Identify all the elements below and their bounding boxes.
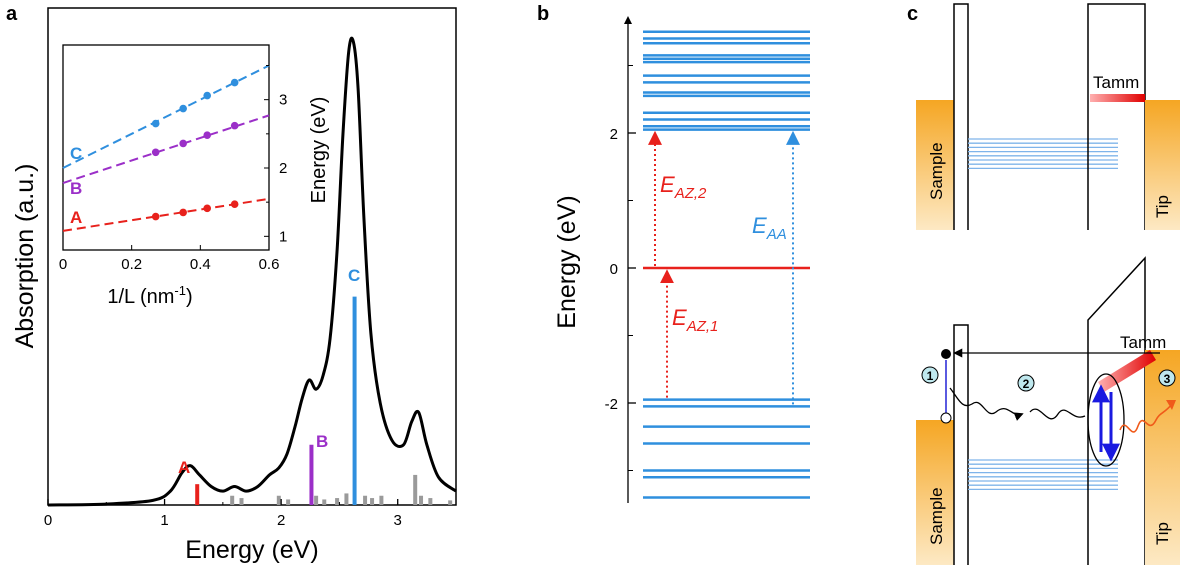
inset-point-c bbox=[151, 119, 160, 128]
peak-label-b: B bbox=[316, 432, 328, 451]
absorption-x-tick-label: 3 bbox=[394, 512, 402, 529]
inset-point-c bbox=[179, 104, 187, 113]
barrier-left-bottom bbox=[953, 324, 969, 565]
inset-y-tick-label: 2 bbox=[279, 160, 287, 177]
tamm-label-top: Tamm bbox=[1093, 73, 1139, 92]
sample-electrode-top bbox=[916, 100, 954, 230]
tunneling-schematic: Sample Tip Tamm Sample Tip Tamm 1 2 bbox=[916, 3, 1180, 565]
tamm-state-bottom bbox=[1098, 350, 1156, 392]
step-3-label: 3 bbox=[1164, 372, 1171, 386]
sample-label-bottom: Sample bbox=[927, 487, 946, 545]
inset-point-a bbox=[179, 208, 187, 217]
absorption-x-axis-title: Energy (eV) bbox=[185, 536, 318, 564]
inset-fit-line-b bbox=[62, 114, 270, 184]
energy-axis-arrowhead bbox=[624, 16, 632, 24]
absorption-plot-frame bbox=[47, 7, 457, 506]
absorption-x-tick-label: 2 bbox=[277, 512, 285, 529]
inset-point-c bbox=[203, 91, 211, 100]
step-1-badge bbox=[921, 366, 939, 384]
eaa-label: EAA bbox=[752, 213, 787, 243]
inset-y-axis-title: Energy (eV) bbox=[308, 97, 330, 204]
levels-y-tick-label: -2 bbox=[605, 396, 618, 413]
tip-electrode-bottom bbox=[1145, 350, 1180, 565]
sample-electrode-bottom bbox=[916, 420, 954, 565]
inset-point-c bbox=[230, 78, 239, 87]
inset-plot-frame bbox=[62, 44, 270, 251]
inset-series-label-a: A bbox=[70, 208, 82, 227]
inset-point-b bbox=[151, 148, 160, 157]
panel-label-c: c bbox=[907, 3, 918, 25]
absorption-spectrum-line bbox=[47, 36, 457, 507]
inset-y-tick-label: 3 bbox=[279, 92, 287, 109]
hole-dot bbox=[940, 412, 952, 424]
barrier-left-top bbox=[953, 3, 969, 230]
sample-label-top: Sample bbox=[927, 142, 946, 200]
tamm-label-bottom: Tamm bbox=[1120, 333, 1166, 352]
levels-y-tick-label: 2 bbox=[610, 126, 618, 143]
inset-series-label-c: C bbox=[70, 144, 82, 163]
inset-point-b bbox=[179, 139, 187, 148]
inset-x-tick-label: 0.2 bbox=[121, 256, 142, 273]
tip-label-bottom: Tip bbox=[1153, 522, 1172, 545]
molecule-levels-top bbox=[968, 138, 1118, 170]
inset-point-a bbox=[203, 204, 211, 213]
step-2-badge bbox=[1017, 374, 1035, 392]
eaz1-label: EAZ,1 bbox=[672, 305, 718, 335]
inset-fit-line-c bbox=[62, 64, 270, 169]
step-1-label: 1 bbox=[927, 369, 934, 383]
inset-chart: 0 0.2 0.4 0.6 1 2 3 C B A 1/L (nm-1) Energy (… bbox=[59, 44, 330, 308]
levels-y-axis-title: Energy (eV) bbox=[553, 195, 581, 328]
levels-y-tick-label: 0 bbox=[610, 261, 618, 278]
panel-label-b: b bbox=[537, 3, 549, 25]
exciton-ellipse bbox=[1087, 373, 1125, 467]
inset-x-tick-label: 0 bbox=[59, 256, 67, 273]
absorption-y-axis-title: Absorption (a.u.) bbox=[11, 164, 39, 349]
inset-point-b bbox=[203, 131, 211, 139]
tip-barrier-bottom bbox=[1087, 256, 1146, 565]
step-3-badge bbox=[1158, 369, 1176, 387]
peak-label-c: C bbox=[348, 266, 360, 285]
inset-point-a bbox=[230, 200, 239, 209]
absorption-chart: 0 1 2 3 Energy (eV) Absorption (a.u.) A B C bbox=[11, 7, 457, 564]
photon-arrowhead bbox=[1166, 400, 1176, 410]
inset-y-tick-label: 1 bbox=[279, 228, 287, 245]
step-2-label: 2 bbox=[1023, 377, 1030, 391]
energy-level-diagram: -2 0 2 EAZ,2 EAZ,1 EAA Energy (eV) bbox=[553, 16, 810, 503]
electron-dot bbox=[941, 349, 951, 359]
inset-point-a bbox=[151, 212, 160, 221]
inset-x-tick-label: 0.4 bbox=[190, 256, 211, 273]
inset-x-tick-label: 0.6 bbox=[259, 256, 280, 273]
inset-point-b bbox=[230, 121, 239, 130]
tip-label-top: Tip bbox=[1153, 195, 1172, 218]
absorption-x-tick-label: 0 bbox=[44, 512, 52, 529]
energy-transfer-wave-2 bbox=[1029, 408, 1086, 420]
inset-x-axis-title: 1/L (nm-1) bbox=[107, 283, 192, 308]
molecule-levels-bottom bbox=[968, 459, 1118, 491]
tamm-state-top bbox=[1090, 94, 1145, 102]
inset-series-label-b: B bbox=[70, 179, 82, 198]
eaz2-label: EAZ,2 bbox=[660, 172, 707, 202]
tip-electrode-top bbox=[1145, 100, 1180, 230]
absorption-x-tick-label: 1 bbox=[160, 512, 168, 529]
peak-label-a: A bbox=[178, 458, 190, 477]
tip-barrier-top bbox=[1087, 3, 1146, 230]
photon-emission-wave bbox=[1119, 403, 1173, 433]
panel-label-a: a bbox=[6, 3, 18, 25]
energy-transfer-wave-1 bbox=[949, 387, 1024, 421]
